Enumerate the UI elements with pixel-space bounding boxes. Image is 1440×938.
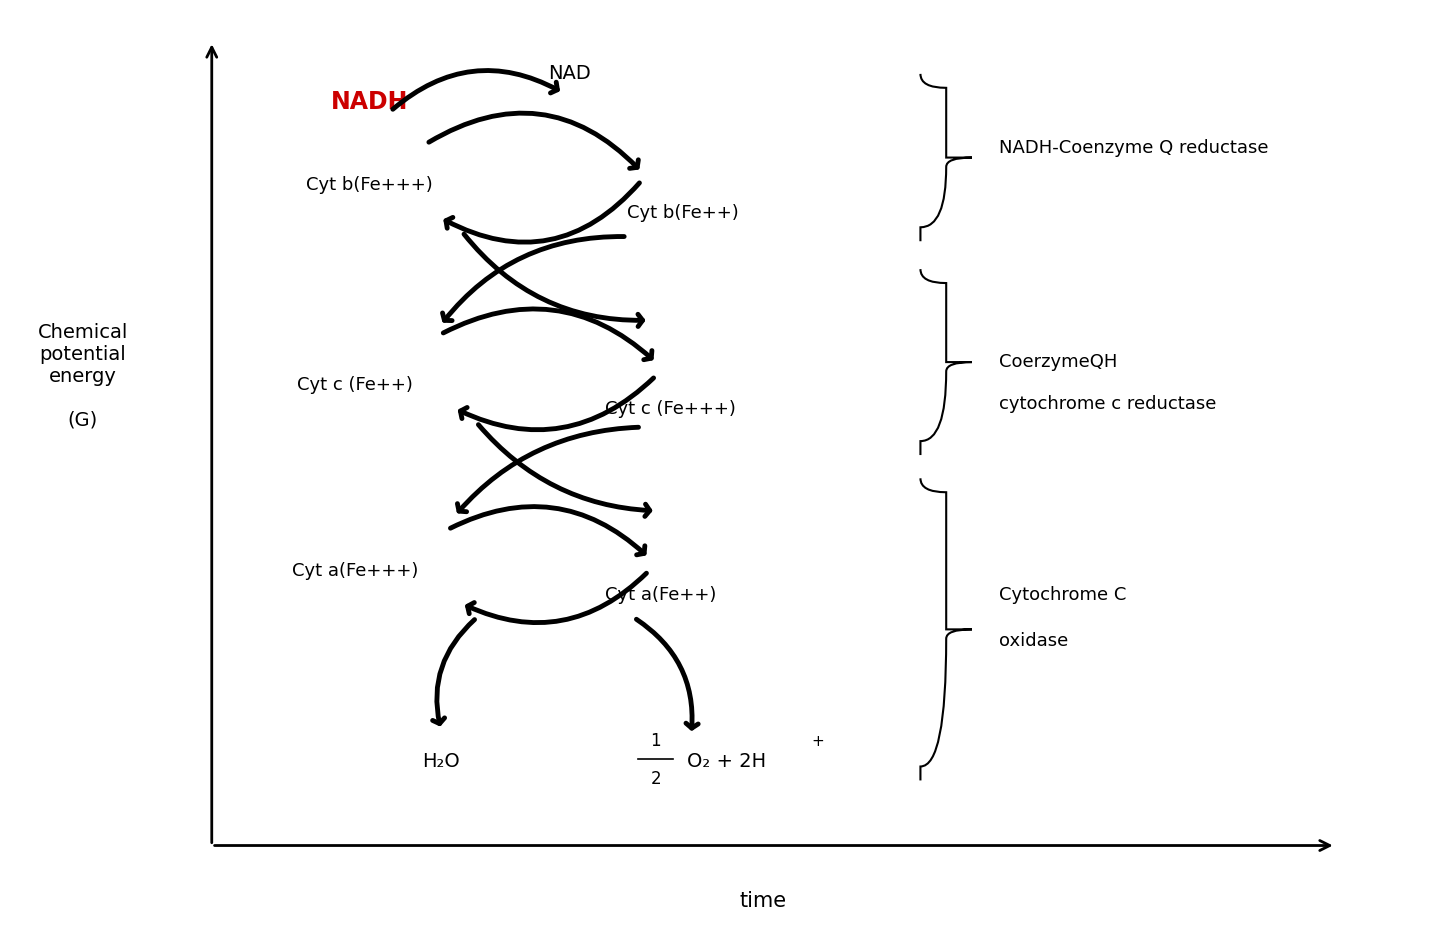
FancyArrowPatch shape xyxy=(393,70,557,109)
FancyArrowPatch shape xyxy=(451,507,645,554)
Text: time: time xyxy=(739,891,786,912)
Text: NAD: NAD xyxy=(549,65,590,83)
Text: Cytochrome C: Cytochrome C xyxy=(999,585,1126,603)
Text: NADH-Coenzyme Q reductase: NADH-Coenzyme Q reductase xyxy=(999,139,1269,158)
FancyArrowPatch shape xyxy=(444,309,652,359)
FancyArrowPatch shape xyxy=(461,378,654,430)
Text: Chemical
potential
energy

(G): Chemical potential energy (G) xyxy=(37,323,128,430)
Text: Cyt c (Fe++): Cyt c (Fe++) xyxy=(297,376,413,394)
Text: Cyt a(Fe+++): Cyt a(Fe+++) xyxy=(292,562,418,581)
Text: Cyt b(Fe++): Cyt b(Fe++) xyxy=(626,204,739,222)
Text: CoerzymeQH: CoerzymeQH xyxy=(999,353,1117,371)
FancyArrowPatch shape xyxy=(442,236,624,321)
Text: NADH: NADH xyxy=(331,90,408,113)
Text: 1: 1 xyxy=(651,733,661,750)
Text: cytochrome c reductase: cytochrome c reductase xyxy=(999,395,1217,413)
Text: O₂ + 2H: O₂ + 2H xyxy=(687,752,766,771)
Text: Cyt c (Fe+++): Cyt c (Fe+++) xyxy=(605,400,736,417)
FancyArrowPatch shape xyxy=(478,425,649,517)
FancyArrowPatch shape xyxy=(464,234,642,326)
FancyArrowPatch shape xyxy=(458,427,638,512)
FancyArrowPatch shape xyxy=(429,113,638,168)
Text: oxidase: oxidase xyxy=(999,632,1068,650)
Text: +: + xyxy=(812,734,824,749)
Text: 2: 2 xyxy=(651,769,661,788)
Text: H₂O: H₂O xyxy=(422,752,459,771)
Text: Cyt a(Fe++): Cyt a(Fe++) xyxy=(605,585,717,603)
FancyArrowPatch shape xyxy=(468,573,647,623)
FancyArrowPatch shape xyxy=(636,619,698,728)
Text: Cyt b(Fe+++): Cyt b(Fe+++) xyxy=(305,176,432,194)
FancyArrowPatch shape xyxy=(446,183,639,242)
FancyArrowPatch shape xyxy=(432,620,475,723)
